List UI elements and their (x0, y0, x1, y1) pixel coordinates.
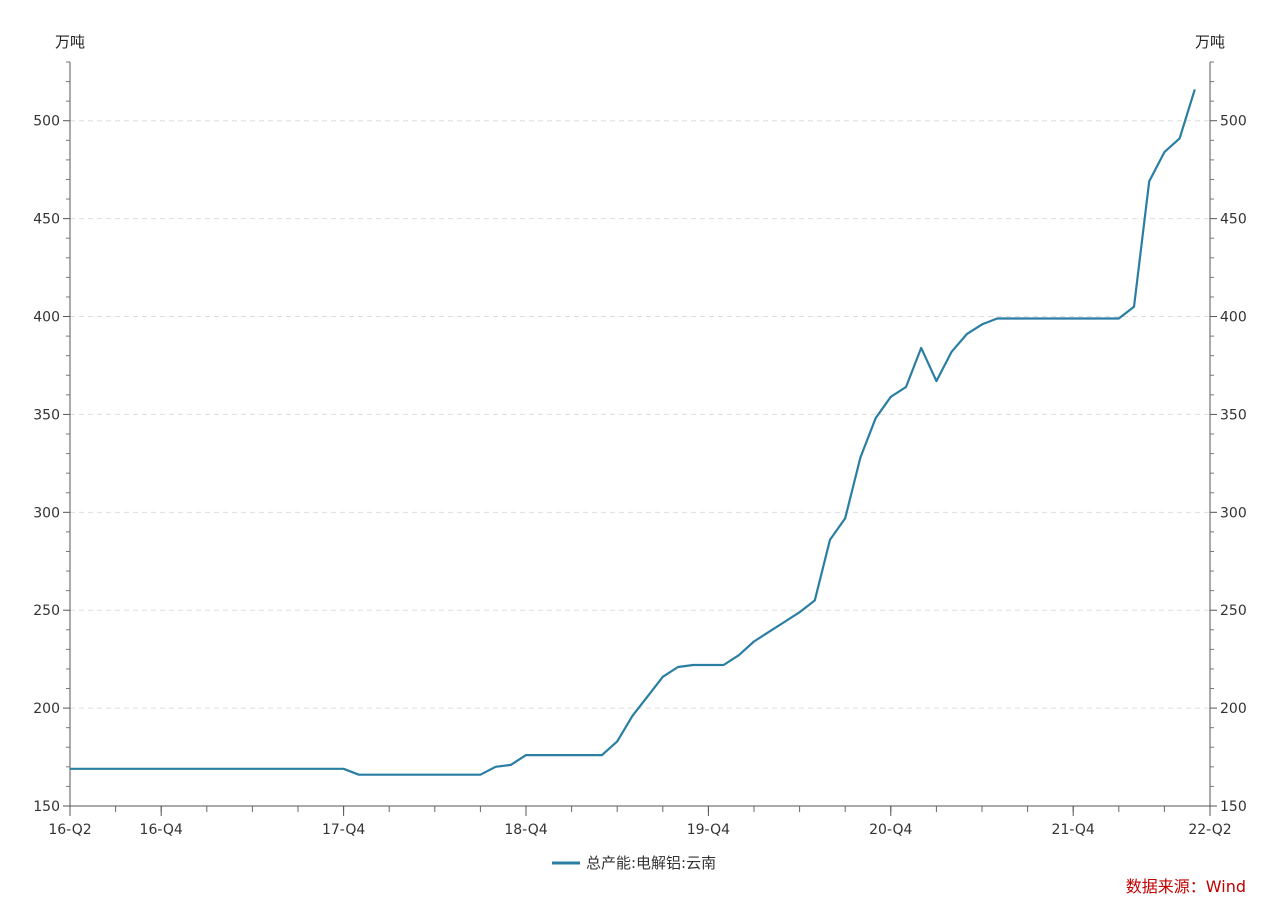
x-tick-label: 22-Q2 (1188, 822, 1231, 838)
y-tick-label-left: 150 (33, 799, 60, 815)
x-tick-label: 18-Q4 (504, 822, 547, 838)
x-tick-label: 17-Q4 (322, 822, 365, 838)
y-tick-label-right: 350 (1220, 407, 1247, 423)
y-tick-label-right: 450 (1220, 212, 1247, 228)
y-tick-label-left: 400 (33, 310, 60, 326)
axes (69, 62, 1211, 807)
legend: 总产能:电解铝:云南 (552, 854, 716, 872)
y-axis-right-unit: 万吨 (1195, 33, 1225, 51)
y-tick-label-right: 500 (1220, 114, 1247, 130)
y-tick-label-left: 350 (33, 407, 60, 423)
y-tick-label-right: 250 (1220, 603, 1247, 619)
y-tick-label-left: 250 (33, 603, 60, 619)
y-tick-label-left: 300 (33, 505, 60, 521)
y-tick-label-right: 400 (1220, 310, 1247, 326)
y-tick-label-left: 450 (33, 212, 60, 228)
x-tick-label: 20-Q4 (869, 822, 912, 838)
ticks: 150 150 200 200 250 250 300 300 350 350 400 400 450 4… (33, 61, 1247, 838)
y-tick-label-right: 300 (1220, 505, 1247, 521)
y-axis-left-unit: 万吨 (55, 33, 85, 51)
x-tick-label: 21-Q4 (1052, 822, 1095, 838)
gridlines (70, 120, 1210, 709)
x-tick-label: 16-Q4 (140, 822, 183, 838)
series-line-0 (70, 89, 1196, 776)
x-tick-label: 16-Q2 (48, 822, 91, 838)
y-tick-label-left: 500 (33, 114, 60, 130)
x-tick-label: 19-Q4 (687, 822, 730, 838)
legend-label: 总产能:电解铝:云南 (586, 854, 716, 872)
y-tick-label-left: 200 (33, 701, 60, 717)
series-layer (70, 89, 1196, 776)
y-tick-label-right: 200 (1220, 701, 1247, 717)
source-note: 数据来源：Wind (1126, 877, 1246, 896)
y-tick-label-right: 150 (1220, 799, 1247, 815)
